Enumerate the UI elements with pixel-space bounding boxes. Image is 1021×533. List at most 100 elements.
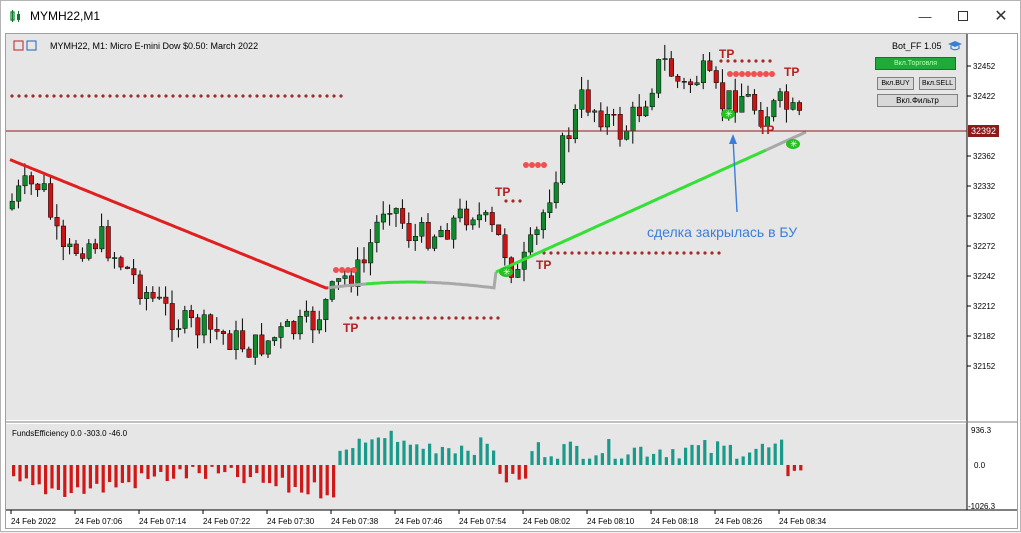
- minimize-button[interactable]: —: [906, 1, 944, 31]
- level-dot: [640, 251, 644, 255]
- candle-body: [617, 114, 623, 140]
- histogram-bar: [287, 465, 291, 493]
- candle-body: [528, 234, 534, 253]
- time-tick-label: 24 Feb 07:46: [395, 517, 443, 526]
- candle-body: [310, 310, 316, 331]
- time-tick-label: 24 Feb 07:22: [203, 517, 251, 526]
- candle-body: [444, 229, 450, 240]
- level-dot: [241, 94, 245, 98]
- histogram-bar: [95, 465, 99, 484]
- level-dot: [717, 251, 721, 255]
- histogram-bar: [178, 465, 182, 470]
- level-dot: [115, 94, 119, 98]
- price-tick-label: 32272: [973, 242, 996, 251]
- level-dot: [475, 316, 479, 320]
- sell-toggle-button[interactable]: Вкл.SELL: [919, 77, 956, 90]
- level-dot: [255, 94, 259, 98]
- candle-body: [272, 337, 278, 342]
- level-dot: [710, 251, 714, 255]
- histogram-bar: [127, 465, 131, 483]
- candle-body: [796, 102, 802, 111]
- buy-toggle-button[interactable]: Вкл.BUY: [877, 77, 914, 90]
- candle-body: [489, 212, 495, 226]
- maximize-button[interactable]: [944, 1, 982, 31]
- candle-body: [643, 106, 649, 117]
- ma-segment: [425, 271, 498, 290]
- candle-body: [278, 326, 284, 338]
- histogram-bar: [389, 430, 393, 465]
- histogram-bar: [293, 465, 297, 488]
- candle-body: [368, 242, 374, 264]
- close-icon: ✕: [994, 8, 1008, 25]
- histogram-bar: [325, 465, 329, 496]
- level-dot: [768, 59, 772, 63]
- candle-body: [297, 316, 303, 335]
- candle-body: [284, 321, 290, 327]
- level-dot: [290, 94, 294, 98]
- level-dot: [325, 94, 329, 98]
- histogram-bar: [575, 445, 579, 465]
- candle-body: [112, 257, 118, 259]
- trade-entry-marker: [721, 109, 735, 119]
- candle-body: [560, 135, 566, 184]
- time-tick-label: 24 Feb 08:34: [779, 517, 827, 526]
- level-dot: [511, 199, 515, 203]
- histogram-bar: [140, 465, 144, 474]
- tp-marker: [727, 71, 733, 77]
- time-tick-label: 24 Feb 2022: [11, 517, 56, 526]
- candle-body: [233, 330, 239, 350]
- level-dot: [598, 251, 602, 255]
- title-bar[interactable]: MYMH22,M1 — ✕: [1, 1, 1020, 31]
- candle-body: [681, 81, 687, 83]
- chart-area[interactable]: ✳ ✳ ✳ 32452 32422 32362 32332 32302 32272 32242 3…: [5, 33, 1018, 529]
- filter-toggle-button[interactable]: Вкл.Фильтр: [877, 94, 958, 107]
- candle-body: [201, 314, 207, 336]
- trading-toggle-button[interactable]: Вкл.Торговля: [875, 57, 956, 70]
- candle-body: [470, 219, 476, 226]
- level-dot: [66, 94, 70, 98]
- price-tick-label: 32152: [973, 362, 996, 371]
- candle-body: [342, 275, 348, 279]
- candle-body: [790, 102, 796, 110]
- candle-body: [720, 82, 726, 110]
- candle-body: [54, 217, 60, 227]
- candle-body: [464, 208, 470, 226]
- price-chart[interactable]: ✳✳✳ 324523242232362323323230232272322423…: [6, 34, 1017, 528]
- tp-marker: [541, 162, 547, 168]
- candle-body: [182, 310, 188, 329]
- candle-body: [329, 281, 335, 300]
- candle-body: [419, 222, 425, 237]
- candle-body: [137, 274, 143, 299]
- level-dot: [45, 94, 49, 98]
- candle-body: [291, 321, 297, 335]
- histogram-bar: [754, 448, 758, 465]
- candle-body: [515, 269, 521, 278]
- histogram-bar: [524, 465, 528, 479]
- candle-body: [208, 314, 214, 330]
- tp-marker: [751, 71, 757, 77]
- histogram-bar: [556, 458, 560, 465]
- histogram-bar: [511, 465, 515, 474]
- close-button[interactable]: ✕: [982, 1, 1020, 31]
- tp-marker: [763, 71, 769, 77]
- histogram-bar: [517, 465, 521, 480]
- candle-body: [732, 90, 738, 113]
- ma-segment: [327, 282, 367, 290]
- tp-marker: [339, 267, 345, 273]
- level-dot: [185, 94, 189, 98]
- tp-label: TP: [343, 321, 358, 335]
- main-pane-bg: [6, 34, 967, 420]
- tp-label: TP: [719, 47, 734, 61]
- indicator-label: FundsEfficiency 0.0 -303.0 -46.0: [12, 429, 128, 438]
- histogram-bar: [351, 448, 355, 465]
- histogram-bar: [562, 444, 566, 465]
- candle-body: [361, 259, 367, 264]
- histogram-bar: [63, 465, 67, 497]
- level-dot: [489, 316, 493, 320]
- histogram-bar: [709, 452, 713, 465]
- ea-name: Bot_FF 1.05: [892, 41, 942, 51]
- histogram-bar: [242, 465, 246, 484]
- price-tick-label: 32422: [973, 92, 996, 101]
- level-dot: [143, 94, 147, 98]
- candle-body: [572, 109, 578, 139]
